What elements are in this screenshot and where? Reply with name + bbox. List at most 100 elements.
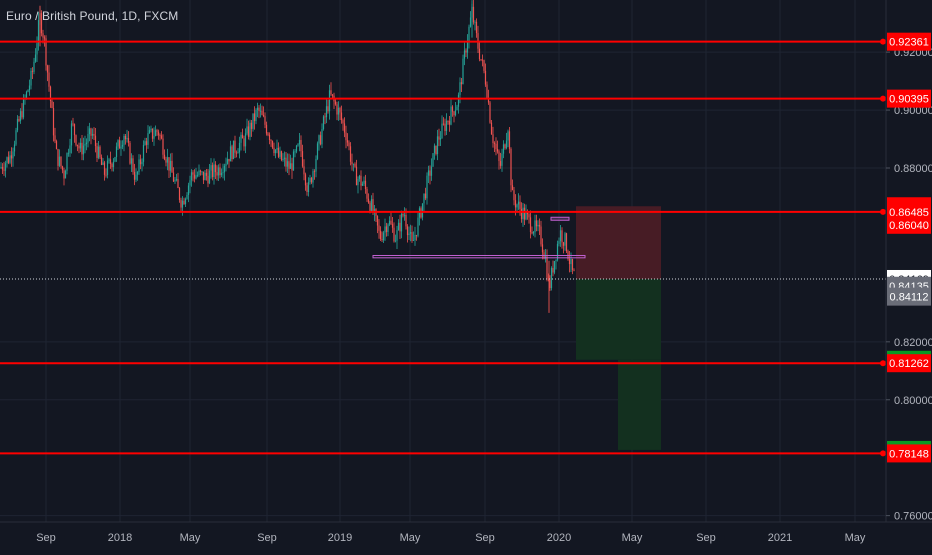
price-tag-background bbox=[887, 354, 931, 373]
candle-body bbox=[394, 240, 397, 242]
candle-body bbox=[121, 144, 124, 147]
candle bbox=[187, 182, 190, 203]
candle-body bbox=[430, 166, 433, 176]
price-axis-label: 0.76000 bbox=[894, 511, 932, 523]
candle-body bbox=[142, 144, 145, 162]
candle bbox=[87, 126, 89, 148]
candle-body bbox=[175, 179, 178, 181]
candle bbox=[370, 195, 373, 213]
candle-body bbox=[496, 149, 499, 152]
candle-body bbox=[45, 38, 47, 66]
candle bbox=[495, 137, 497, 156]
candle bbox=[537, 220, 539, 232]
candle bbox=[504, 143, 506, 150]
candle-body bbox=[250, 122, 253, 129]
candle-body bbox=[261, 110, 263, 115]
candle bbox=[409, 224, 412, 242]
candle-body bbox=[108, 159, 110, 161]
level-handle bbox=[880, 95, 886, 102]
candle bbox=[493, 141, 496, 153]
candle bbox=[385, 222, 388, 237]
candle bbox=[502, 140, 505, 159]
candle-body bbox=[262, 114, 265, 117]
candle bbox=[336, 101, 338, 121]
candle bbox=[463, 42, 466, 66]
candle-body bbox=[489, 102, 491, 123]
candle bbox=[408, 226, 410, 241]
candle-body bbox=[189, 180, 191, 186]
candle bbox=[6, 156, 8, 168]
candle bbox=[412, 231, 415, 242]
candle bbox=[193, 169, 196, 183]
candle-body bbox=[177, 179, 179, 189]
candle bbox=[568, 250, 571, 273]
candle bbox=[142, 140, 145, 167]
candle bbox=[324, 112, 326, 125]
candle bbox=[415, 234, 418, 241]
level-lines[interactable] bbox=[0, 38, 886, 457]
candle-body bbox=[295, 145, 298, 152]
candle-body bbox=[112, 161, 115, 168]
candle-body bbox=[415, 234, 418, 236]
candle-body bbox=[4, 163, 7, 171]
candle-body bbox=[370, 199, 373, 212]
time-axis-label: Sep bbox=[257, 532, 277, 544]
candle bbox=[64, 169, 67, 179]
candle-body bbox=[150, 128, 152, 131]
candle-body bbox=[315, 158, 317, 172]
candle-body bbox=[123, 135, 125, 145]
candle bbox=[283, 151, 286, 167]
candle-body bbox=[193, 174, 196, 179]
candle bbox=[496, 140, 499, 154]
candle-body bbox=[99, 146, 101, 158]
candle bbox=[445, 113, 448, 136]
candle-body bbox=[199, 170, 202, 172]
candle-body bbox=[336, 104, 338, 115]
candle bbox=[346, 133, 349, 147]
candle bbox=[264, 112, 266, 129]
candle-body bbox=[90, 128, 92, 136]
candle bbox=[330, 82, 332, 96]
candle bbox=[204, 170, 206, 181]
candle-body bbox=[91, 133, 94, 136]
candle-body bbox=[552, 267, 554, 273]
candle bbox=[34, 48, 37, 63]
candle bbox=[96, 142, 98, 162]
candle bbox=[180, 197, 182, 212]
candle bbox=[384, 218, 386, 241]
time-axis[interactable]: Sep 2018 May Sep 2019 May Sep 2020 May Sep 2021 May bbox=[36, 532, 866, 544]
candle bbox=[291, 157, 293, 179]
level-handle bbox=[880, 38, 886, 45]
candle bbox=[573, 268, 575, 272]
candle bbox=[321, 123, 323, 149]
candle-body bbox=[246, 126, 248, 134]
candle-body bbox=[21, 111, 23, 118]
time-axis-label: 2021 bbox=[768, 532, 792, 544]
candle bbox=[79, 138, 82, 153]
candle bbox=[427, 165, 430, 183]
candle-body bbox=[412, 240, 415, 241]
candle-body bbox=[280, 151, 283, 161]
candle-body bbox=[106, 160, 109, 175]
price-tag-label: 0.78148 bbox=[889, 448, 929, 460]
candle bbox=[48, 64, 50, 92]
candle bbox=[552, 260, 554, 277]
candle-body bbox=[466, 41, 469, 53]
price-tag-label: 0.81262 bbox=[889, 358, 929, 370]
candle-body bbox=[330, 90, 332, 95]
candle-body bbox=[255, 110, 257, 122]
candle-body bbox=[151, 128, 154, 139]
candle bbox=[21, 103, 23, 120]
candle bbox=[216, 165, 218, 181]
candle-body bbox=[208, 170, 211, 184]
candle bbox=[487, 89, 490, 105]
candle bbox=[139, 154, 142, 170]
candle bbox=[57, 148, 59, 171]
candle-body bbox=[355, 166, 358, 186]
candle bbox=[400, 210, 403, 239]
candle-body bbox=[514, 200, 517, 208]
candle bbox=[561, 227, 563, 249]
candle-body bbox=[214, 164, 217, 173]
